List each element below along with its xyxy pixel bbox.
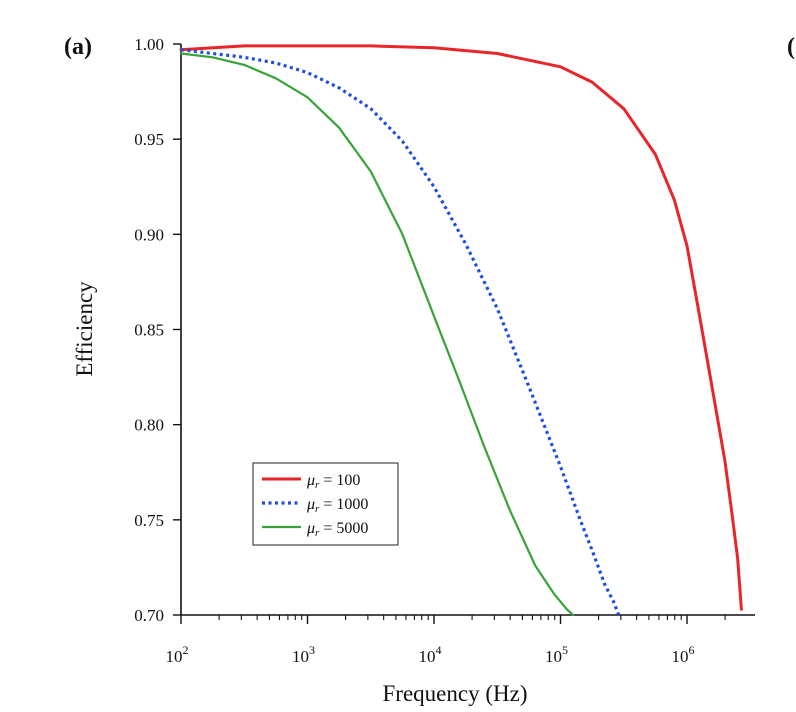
y-axis-ticks: 1.00 0.95 0.90 0.85 0.80 0.75 0.70 (134, 35, 181, 625)
x-tick-exponent: 6 (689, 643, 695, 657)
legend-value: = 5000 (323, 520, 368, 537)
y-tick-label: 0.90 (134, 225, 164, 244)
legend-subscript: r (315, 527, 320, 539)
x-axis-title: Frequency (Hz) (383, 681, 528, 706)
x-tick-base: 10 (545, 647, 562, 666)
panel-label-next-fragment: ( (787, 34, 795, 60)
x-tick-base: 10 (672, 647, 689, 666)
series-line-3 (179, 52, 575, 617)
x-tick-exponent: 5 (562, 643, 568, 657)
legend-mu-symbol: μ (306, 520, 315, 537)
x-tick-exponent: 3 (309, 643, 315, 657)
series-layer (179, 44, 743, 617)
y-tick-label: 1.00 (134, 35, 164, 54)
x-tick-base: 10 (166, 647, 183, 666)
x-tick-label: 103 (292, 643, 315, 666)
y-tick-label: 0.80 (134, 416, 164, 435)
legend-subscript: r (315, 479, 320, 491)
x-tick-label: 105 (545, 643, 568, 666)
y-axis-title: Efficiency (72, 281, 97, 377)
y-tick-label: 0.95 (134, 130, 164, 149)
y-tick-label: 0.75 (134, 511, 164, 530)
x-tick-label: 106 (672, 643, 695, 666)
legend-value: = 1000 (323, 496, 368, 513)
x-tick-base: 10 (292, 647, 309, 666)
legend-subscript: r (315, 503, 320, 515)
y-tick-label: 0.70 (134, 606, 164, 625)
series-line-1 (179, 44, 743, 611)
x-tick-exponent: 4 (436, 643, 442, 657)
legend-mu-symbol: μ (306, 472, 315, 489)
x-tick-exponent: 2 (183, 643, 189, 657)
legend-label-3: μr = 5000 (306, 520, 368, 539)
legend-label-1: μr = 100 (306, 472, 360, 491)
panel-label-a: (a) (64, 34, 92, 60)
x-tick-label: 104 (419, 643, 442, 666)
legend-value: = 100 (323, 472, 360, 489)
legend-mu-symbol: μ (306, 496, 315, 513)
x-tick-base: 10 (419, 647, 436, 666)
legend-label-2: μr = 1000 (306, 496, 368, 515)
x-axis-ticks: 102 103 104 105 106 (166, 615, 726, 666)
x-tick-label: 102 (166, 643, 189, 666)
y-tick-label: 0.85 (134, 321, 164, 340)
